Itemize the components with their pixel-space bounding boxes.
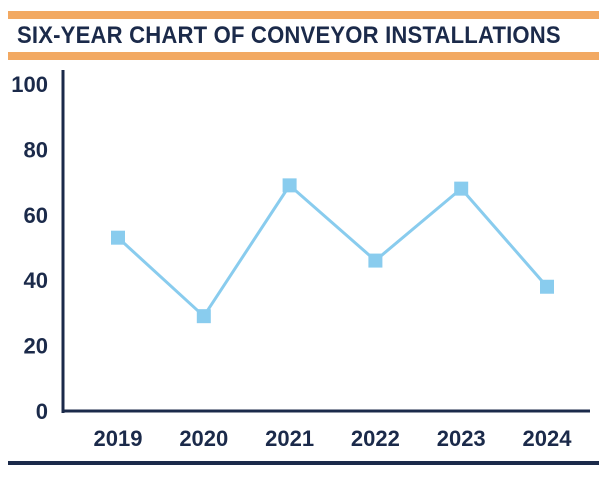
data-point-2024 — [540, 279, 554, 294]
footer-divider — [8, 461, 599, 465]
y-tick-label: 80 — [24, 137, 48, 162]
chart-axes — [61, 70, 590, 413]
y-tick-label: 60 — [24, 203, 48, 228]
header-accent-bar-top — [8, 11, 599, 19]
x-tick-label: 2022 — [351, 426, 400, 451]
series-line-path — [116, 183, 549, 318]
x-tick-label: 2023 — [437, 426, 486, 451]
data-point-2021 — [282, 178, 297, 193]
y-tick-label: 0 — [36, 399, 48, 424]
data-point-2022 — [368, 253, 383, 268]
chart-title: SIX-YEAR CHART OF CONVEYOR INSTALLATIONS — [17, 22, 561, 49]
x-tick-label: 2024 — [523, 426, 573, 451]
x-tick-label: 2020 — [179, 426, 228, 451]
data-point-2023 — [454, 181, 469, 196]
y-tick-label: 40 — [24, 268, 48, 293]
x-axis-ticks: 2019 2020 2021 2022 2023 2024 — [94, 426, 573, 451]
y-tick-label: 100 — [11, 72, 48, 97]
header-accent-bar-bottom — [8, 52, 599, 60]
data-point-2020 — [196, 309, 211, 324]
x-tick-label: 2019 — [94, 426, 143, 451]
series-points — [111, 178, 554, 324]
x-tick-label: 2021 — [265, 426, 314, 451]
series-line — [116, 183, 549, 318]
data-point-2019 — [111, 230, 125, 245]
y-tick-label: 20 — [24, 334, 48, 359]
y-axis-ticks: 0 20 40 60 80 100 — [11, 72, 48, 424]
